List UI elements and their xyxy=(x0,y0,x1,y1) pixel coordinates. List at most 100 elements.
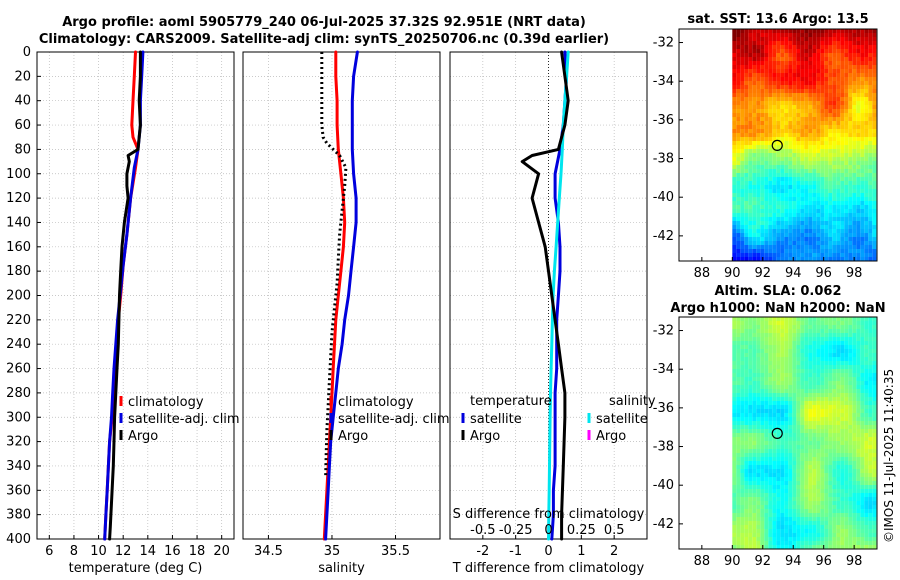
differences-xtick-label: 2 xyxy=(610,544,618,559)
sst-map-xtick-label: 90 xyxy=(724,266,741,281)
sla-map-heatmap-cells xyxy=(732,317,877,549)
temperature-xtick-label: 18 xyxy=(189,544,206,559)
sla-map-xtick-label: 96 xyxy=(815,554,832,569)
sst-map-ytick-label: -38 xyxy=(653,152,674,167)
figure-title-line1: Argo profile: aoml 5905779_240 06-Jul-20… xyxy=(62,15,586,30)
salinity-satellite-adj-clim-line xyxy=(324,50,359,541)
temperature-xtick-label: 20 xyxy=(213,544,230,559)
sla-map-ytick-label: -36 xyxy=(653,401,674,416)
differences-stick-label: 0 xyxy=(544,523,552,538)
ytick-label: 200 xyxy=(6,289,31,304)
ytick-label: 100 xyxy=(6,167,31,182)
sst-map-xtick-label: 88 xyxy=(694,266,711,281)
sst-map-heatmap-cells xyxy=(732,29,877,261)
salinity-xtick-label: 35 xyxy=(324,544,341,559)
ytick-label: 320 xyxy=(6,435,31,450)
differences-legend-label: Argo xyxy=(470,429,500,444)
ytick-label: 400 xyxy=(6,532,31,547)
differences-stick-label: 0.25 xyxy=(567,523,596,538)
temperature-frame xyxy=(36,51,235,540)
temperature-legend-label: climatology xyxy=(128,395,204,410)
differences-legend-label: satellite xyxy=(470,412,522,427)
salinity-xlabel: salinity xyxy=(318,561,365,576)
sla-map-ytick-label: -34 xyxy=(653,362,674,377)
sst-map-frame xyxy=(678,28,878,262)
sst-map-ytick-label: -42 xyxy=(653,229,674,244)
ytick-label: 240 xyxy=(6,337,31,352)
differences-xtick-label: 0 xyxy=(544,544,552,559)
sla-map-ytick-label: -38 xyxy=(653,440,674,455)
differences-stick-label: -0.25 xyxy=(499,523,533,538)
ytick-label: 180 xyxy=(6,264,31,279)
sst-map-ytick-label: -32 xyxy=(653,36,674,51)
differences-t-argo-line xyxy=(520,50,570,541)
sla-map-ytick-label: -32 xyxy=(653,324,674,339)
sla-map-panel: 88 90 92 94 96 98 -32 -34 -36 -38 -40 -42 Altim. SLA… xyxy=(653,284,886,569)
differences-legend-label: Argo xyxy=(596,429,626,444)
ytick-label: 140 xyxy=(6,215,31,230)
credit-text: ©IMOS 11-Jul-2025 11:40:35 xyxy=(882,369,896,543)
ytick-label: 220 xyxy=(6,313,31,328)
temperature-satellite-adj-clim-line xyxy=(103,50,145,541)
temperature-legend-label: Argo xyxy=(128,429,158,444)
salinity-xtick-label: 35.5 xyxy=(381,544,410,559)
sst-map-xtick-label: 92 xyxy=(754,266,771,281)
ytick-label: 360 xyxy=(6,483,31,498)
legend-title-salinity: salinity xyxy=(609,394,656,409)
sst-map-xtick-label: 96 xyxy=(815,266,832,281)
ytick-label: 260 xyxy=(6,362,31,377)
differences-panel: -2 -1 0 1 2 T difference from climatology S di… xyxy=(449,50,656,576)
salinity-panel: 34.5 35 35.5 salinity climatology satellite-a… xyxy=(242,50,450,576)
sst-map-panel: 88 90 92 94 96 98 -32 -34 -36 -38 -40 -42 sat. SST: … xyxy=(653,12,878,281)
ytick-label: 20 xyxy=(14,69,31,84)
sst-map-ytick-label: -40 xyxy=(653,190,674,205)
temperature-legend-label: satellite-adj. clim xyxy=(128,412,240,427)
sla-map-xtick-label: 88 xyxy=(694,554,711,569)
salinity-legend-label: satellite-adj. clim xyxy=(338,412,450,427)
salinity-xtick-label: 34.5 xyxy=(254,544,283,559)
temperature-xtick-label: 14 xyxy=(140,544,157,559)
ytick-label: 80 xyxy=(14,142,31,157)
differences-stick-label: 0.5 xyxy=(604,523,625,538)
differences-stick-label: -0.5 xyxy=(470,523,495,538)
differences-legend-label: satellite xyxy=(596,412,648,427)
sla-map-ytick-label: -40 xyxy=(653,478,674,493)
salinity-frame xyxy=(242,51,441,540)
sla-map-xtick-label: 90 xyxy=(724,554,741,569)
differences-xtick-label: 1 xyxy=(577,544,585,559)
sla-map-xtick-label: 92 xyxy=(754,554,771,569)
salinity-legend-label: Argo xyxy=(338,429,368,444)
ytick-label: 0 xyxy=(23,45,31,60)
sst-map-ytick-label: -34 xyxy=(653,74,674,89)
ytick-label: 380 xyxy=(6,508,31,523)
sla-map-frame xyxy=(678,316,878,550)
differences-xtick-label: -1 xyxy=(509,544,522,559)
ytick-label: 60 xyxy=(14,118,31,133)
sst-map-argo-marker xyxy=(771,139,783,151)
differences-xlabel: T difference from climatology xyxy=(452,561,645,576)
temperature-xtick-label: 6 xyxy=(45,544,53,559)
temperature-argo-line xyxy=(108,50,142,541)
differences-xlabel2: S difference from climatology xyxy=(453,507,645,522)
ytick-label: 340 xyxy=(6,459,31,474)
ytick-label: 160 xyxy=(6,240,31,255)
figure-title-line2: Climatology: CARS2009. Satellite-adj cli… xyxy=(38,32,610,47)
sst-map-xtick-label: 98 xyxy=(846,266,863,281)
ytick-label: 40 xyxy=(14,94,31,109)
temperature-panel: 6 8 10 12 14 16 18 2002040608010012014016018020… xyxy=(6,45,239,576)
sst-map-title: sat. SST: 13.6 Argo: 13.5 xyxy=(687,12,868,27)
temperature-xlabel: temperature (deg C) xyxy=(69,561,203,576)
temperature-xtick-label: 16 xyxy=(164,544,181,559)
differences-xtick-label: -2 xyxy=(476,544,489,559)
salinity-argo-line xyxy=(320,52,348,479)
temperature-xtick-label: 8 xyxy=(70,544,78,559)
sla-map-xtick-label: 94 xyxy=(785,554,802,569)
sla-map-title: Altim. SLA: 0.062 xyxy=(715,284,842,299)
ytick-label: 280 xyxy=(6,386,31,401)
ytick-label: 300 xyxy=(6,410,31,425)
sla-map-xtick-label: 98 xyxy=(846,554,863,569)
sla-map-ytick-label: -42 xyxy=(653,517,674,532)
sla-map-argo-marker xyxy=(771,427,783,439)
legend-title-temperature: temperature xyxy=(470,394,552,409)
